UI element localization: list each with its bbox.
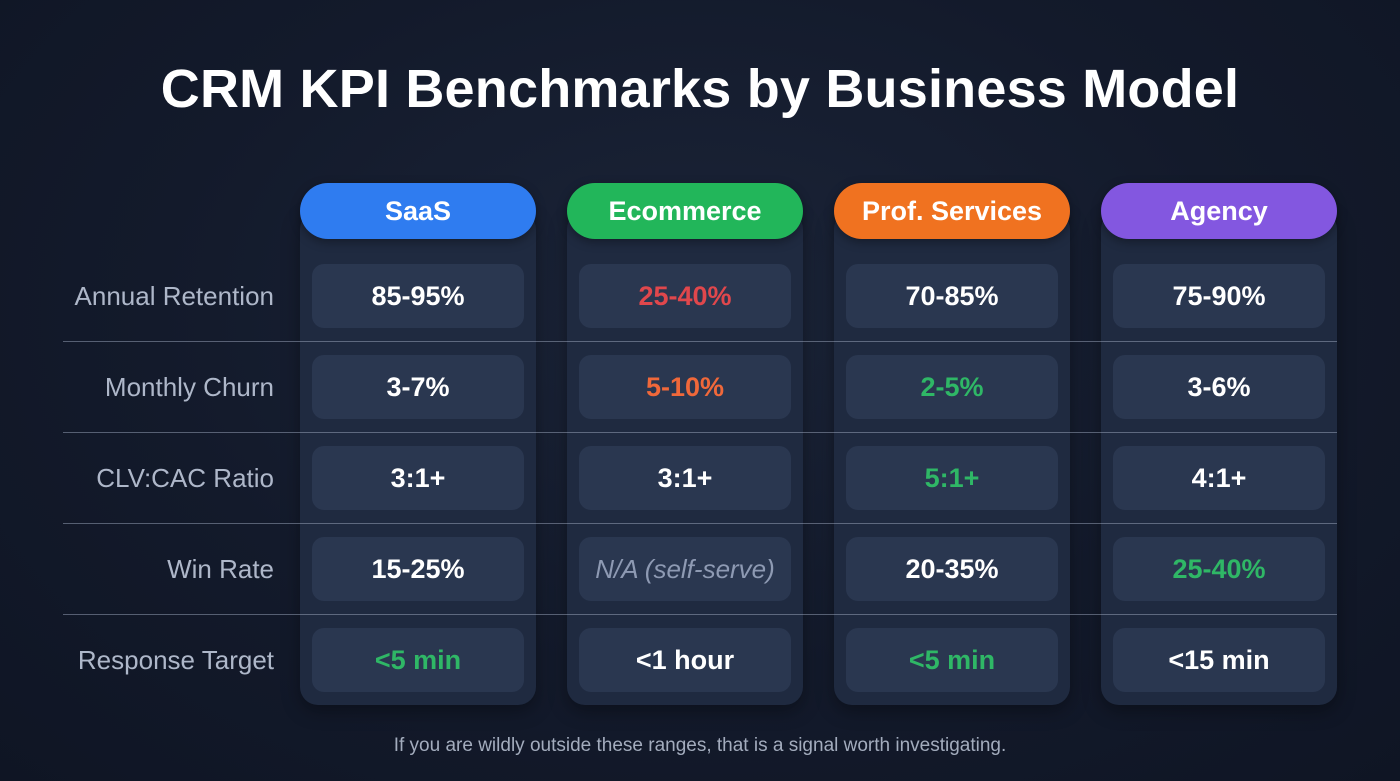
cell-ecommerce-response-target: <1 hour [579,628,791,692]
cell-prof-services-response-target: <5 min [846,628,1058,692]
cell-agency-annual-retention: 75-90% [1113,264,1325,328]
cell-ecommerce-annual-retention: 25-40% [579,264,791,328]
cell-saas-response-target: <5 min [312,628,524,692]
column-header-prof-services: Prof. Services [834,183,1070,239]
row-label-response-target: Response Target [77,645,274,675]
page-title: CRM KPI Benchmarks by Business Model [160,59,1240,119]
cell-prof-services-win-rate: 20-35% [846,537,1058,601]
cell-saas-win-rate: 15-25% [312,537,524,601]
row-divider [63,341,1337,342]
row-divider [63,523,1337,524]
cell-agency-monthly-churn: 3-6% [1113,355,1325,419]
footer-note: If you are wildly outside these ranges, … [393,735,1007,756]
row-divider [63,614,1337,615]
cell-prof-services-annual-retention: 70-85% [846,264,1058,328]
cell-prof-services-clv-cac-ratio: 5:1+ [846,446,1058,510]
column-agency: Agency 75-90% 3-6% 4:1+ 25-40% <15 min [1101,183,1337,705]
row-label-annual-retention: Annual Retention [74,281,274,311]
cell-agency-response-target: <15 min [1113,628,1325,692]
cell-ecommerce-win-rate: N/A (self-serve) [579,537,791,601]
cell-agency-clv-cac-ratio: 4:1+ [1113,446,1325,510]
cell-saas-clv-cac-ratio: 3:1+ [312,446,524,510]
column-ecommerce: Ecommerce 25-40% 5-10% 3:1+ N/A (self-se… [567,183,803,705]
cell-ecommerce-monthly-churn: 5-10% [579,355,791,419]
column-header-ecommerce: Ecommerce [567,183,803,239]
cell-saas-annual-retention: 85-95% [312,264,524,328]
row-label-win-rate: Win Rate [167,554,274,584]
row-label-monthly-churn: Monthly Churn [104,372,274,402]
cell-prof-services-monthly-churn: 2-5% [846,355,1058,419]
row-divider [63,432,1337,433]
column-saas: SaaS 85-95% 3-7% 3:1+ 15-25% <5 min [300,183,536,705]
cell-saas-monthly-churn: 3-7% [312,355,524,419]
cell-ecommerce-clv-cac-ratio: 3:1+ [579,446,791,510]
column-prof-services: Prof. Services 70-85% 2-5% 5:1+ 20-35% <… [834,183,1070,705]
row-label-clv-cac-ratio: CLV:CAC Ratio [96,463,274,493]
column-header-saas: SaaS [300,183,536,239]
cell-agency-win-rate: 25-40% [1113,537,1325,601]
column-header-agency: Agency [1101,183,1337,239]
